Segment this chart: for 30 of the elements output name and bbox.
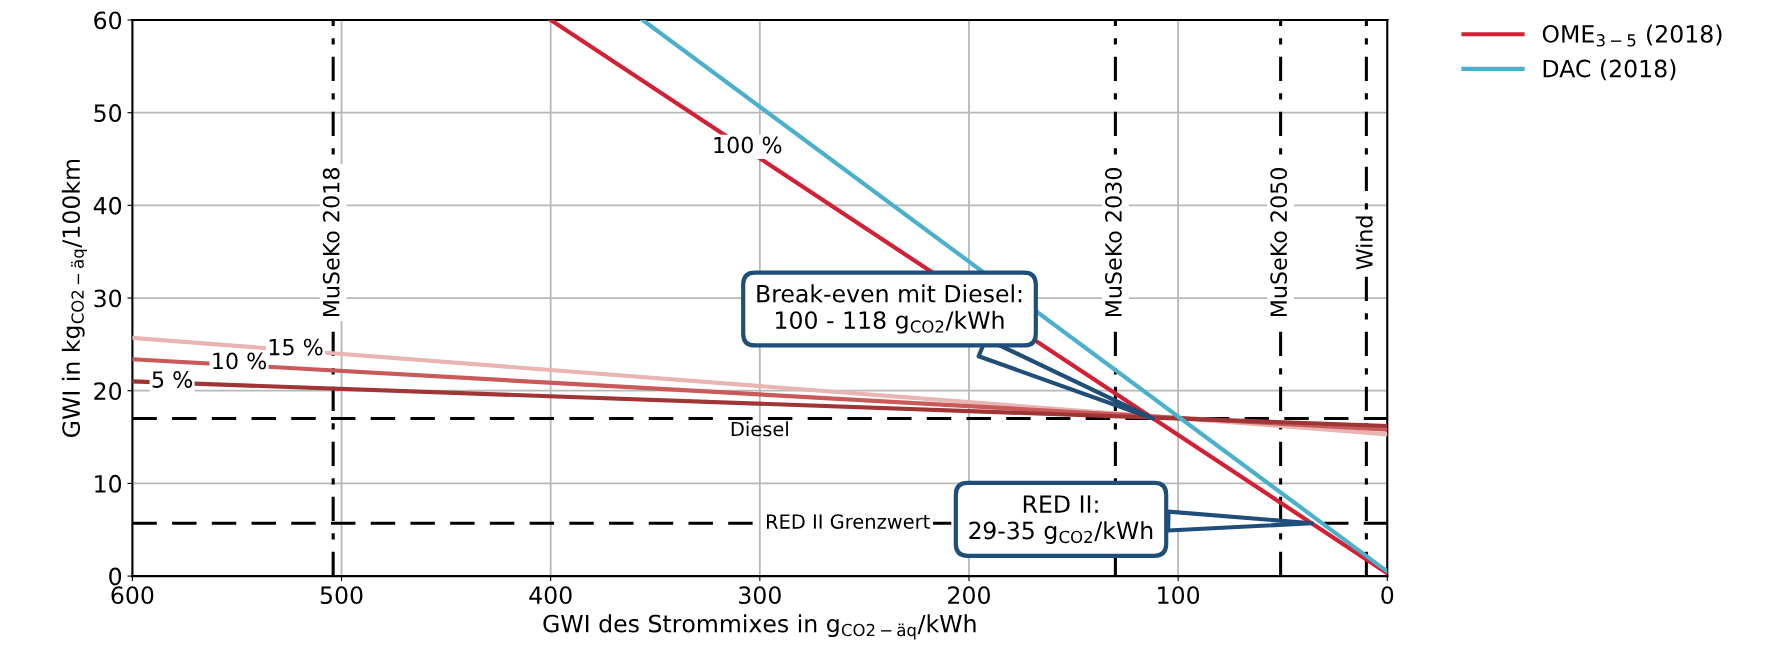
- annotation: 5 %: [152, 371, 193, 388]
- ref-line-label: Diesel: [731, 421, 788, 437]
- x-tick-label: 400: [529, 586, 572, 605]
- legend-label: OME$_{3−5}$ (2018): [1542, 24, 1722, 47]
- x-tick-label: 200: [948, 586, 990, 605]
- ref-line-label: Wind: [1355, 216, 1373, 270]
- legend-label: DAC (2018): [1543, 59, 1676, 81]
- ref-line-label: MuSeKo 2050: [1270, 168, 1288, 317]
- annotation: RED II: 29-35 g$_{CO2}$/kWh: [969, 495, 1153, 544]
- ref-line-label: MuSeKo 2018: [322, 168, 340, 317]
- y-tick-label: 60: [94, 11, 122, 30]
- y-axis-title: GWI in kg$_{CO2−äq}$/100km: [61, 159, 88, 437]
- y-tick-label: 30: [94, 289, 122, 308]
- ref-line-label: MuSeKo 2030: [1105, 168, 1122, 317]
- annotation: 15 %: [269, 338, 323, 356]
- annotation: 10 %: [213, 352, 267, 370]
- y-tick-label: 0: [109, 567, 122, 586]
- y-tick-label: 40: [93, 196, 122, 215]
- x-tick-label: 500: [320, 586, 363, 605]
- y-tick-label: 10: [95, 474, 122, 493]
- y-tick-label: 50: [94, 104, 122, 122]
- y-tick-label: 20: [94, 382, 122, 401]
- x-tick-label: 100: [1158, 586, 1200, 605]
- x-axis-title: GWI des Strommixes in g$_{CO2−äq}$/kWh: [543, 614, 976, 640]
- x-tick-label: 600: [111, 586, 154, 605]
- ref-line-label: RED II Grenzwert: [766, 514, 930, 529]
- x-tick-label: 0: [1381, 586, 1394, 605]
- annotation: 100 %: [714, 136, 782, 154]
- x-tick-label: 300: [739, 586, 781, 605]
- annotation: Break-even mit Diesel: 100 - 118 g$_{CO2}$/kWh: [757, 284, 1022, 334]
